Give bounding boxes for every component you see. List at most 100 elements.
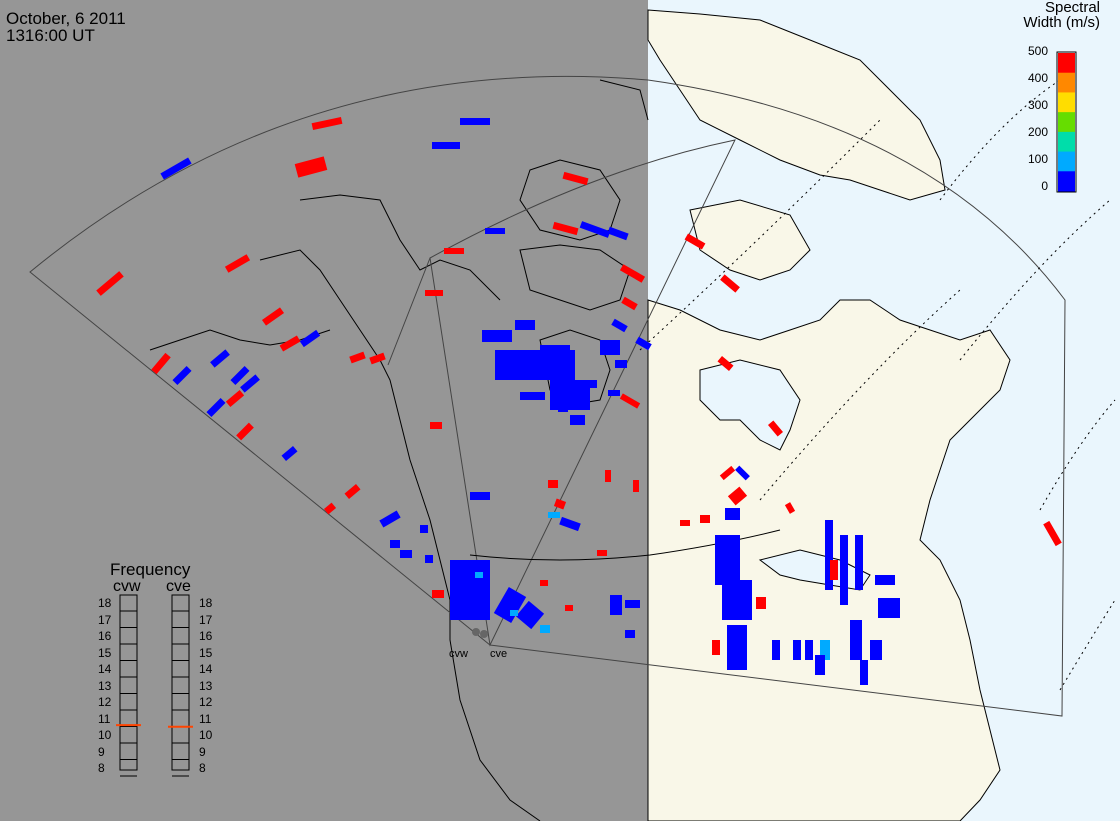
scatter-cell [680, 520, 690, 526]
scatter-cell [1043, 520, 1062, 547]
scatter-cell [605, 470, 611, 482]
frequency-tick-right: 18 [199, 596, 213, 610]
scatter-cell [855, 535, 863, 590]
frequency-tick-right: 12 [199, 695, 213, 709]
scatter-cell [520, 392, 545, 400]
radar-label-cvw: cvw [449, 648, 468, 660]
scatter-cell [96, 271, 124, 296]
scatter-cell [712, 640, 720, 655]
colorbar-title-line1: Spectral [1044, 0, 1100, 16]
scatter-cell [700, 515, 710, 523]
scatter-cell [294, 156, 328, 178]
scatter-cell [825, 520, 833, 590]
scatter-cell [432, 590, 444, 598]
scatter-cell [727, 486, 748, 506]
frequency-tick-left: 12 [98, 695, 112, 709]
frequency-tick-left: 18 [98, 596, 112, 610]
colorbar-segment [1058, 72, 1075, 93]
scatter-cell [460, 118, 490, 125]
radar-label-cve: cve [490, 648, 508, 660]
scatter-cell [793, 640, 801, 660]
scatter-cell [597, 550, 607, 556]
colorbar-segment [1058, 171, 1075, 192]
scatter-cell [515, 600, 545, 630]
colorbar-segment [1058, 92, 1075, 113]
scatter-cell [684, 233, 706, 250]
scatter-cell [224, 254, 251, 273]
scatter-cell [615, 360, 627, 368]
scatter-cell [830, 560, 838, 580]
scatter-cell [727, 625, 747, 670]
scatter-cell [820, 640, 830, 660]
scatter-cell [579, 221, 611, 238]
frequency-tick-left: 10 [98, 728, 112, 742]
frequency-tick-left: 11 [98, 711, 111, 726]
scatter-cell [735, 465, 750, 481]
scatter-cell [230, 365, 250, 386]
scatter-cell [619, 393, 641, 409]
scatter-cell [815, 655, 825, 675]
frequency-tick-right: 13 [199, 678, 213, 693]
scatter-cell [870, 640, 882, 660]
night-region [0, 0, 648, 821]
cvw-frequency-bar [119, 594, 138, 771]
scatter-cell [453, 572, 487, 618]
frequency-tick-right: 14 [199, 662, 213, 676]
scatter-cell [635, 336, 652, 351]
scatter-cell [610, 595, 622, 615]
scatter-cell [772, 640, 780, 660]
scatter-cell [784, 502, 796, 514]
scatter-cell [311, 116, 343, 131]
scatter-cell [281, 445, 298, 462]
scatter-cell [725, 508, 740, 520]
scatter-cells [96, 116, 1062, 685]
scatter-cell [261, 307, 285, 326]
scatter-cell [756, 597, 766, 609]
scatter-cell [379, 510, 401, 528]
frequency-tick-left: 8 [98, 761, 105, 775]
scatter-cell [878, 598, 900, 618]
scatter-cell [548, 512, 560, 518]
scatter-cell [875, 575, 895, 585]
scatter-cell [299, 329, 321, 348]
scatter-cell [540, 625, 550, 633]
scatter-cell [608, 390, 620, 396]
scatter-cell [552, 221, 579, 236]
frequency-tick-right: 9 [199, 744, 206, 759]
frequency-tick-left: 15 [98, 645, 112, 660]
scatter-cell [715, 535, 740, 585]
scatter-cell [206, 397, 226, 418]
scatter-cell [550, 380, 590, 410]
frequency-tick-left: 17 [98, 612, 112, 627]
scatter-cell [553, 498, 567, 510]
scatter-cell [482, 330, 512, 342]
colorbar-segment [1058, 112, 1075, 133]
frequency-tick-right: 15 [199, 645, 213, 660]
colorbar-tick: 100 [1027, 152, 1048, 166]
frequency-bars [119, 594, 190, 771]
scatter-cell [425, 555, 433, 563]
colorbar-frame [1056, 51, 1077, 193]
scatter-cell [425, 290, 443, 296]
latitude-grid [639, 79, 1116, 691]
scatter-cell [548, 480, 558, 488]
scatter-cell [510, 610, 518, 616]
scatter-cell [621, 296, 638, 311]
scatter-cell [860, 660, 868, 685]
colorbar [1056, 51, 1077, 193]
scatter-cell [470, 492, 490, 500]
date-label: October, 6 2011 [6, 9, 126, 28]
scatter-cell [432, 142, 460, 149]
scatter-cell [400, 550, 412, 558]
scatter-cell [540, 345, 570, 365]
scatter-cell [240, 374, 260, 393]
radar-site-cve [480, 630, 488, 638]
scatter-cell [430, 422, 442, 429]
scatter-cell [515, 320, 535, 330]
scatter-cell [565, 605, 573, 611]
scatter-cell [475, 572, 483, 578]
colorbar-title-line2: Width (m/s) [1023, 14, 1100, 31]
scatter-cell [279, 335, 301, 352]
frequency-tick-right: 11 [199, 711, 212, 726]
scatter-cell [225, 390, 245, 407]
